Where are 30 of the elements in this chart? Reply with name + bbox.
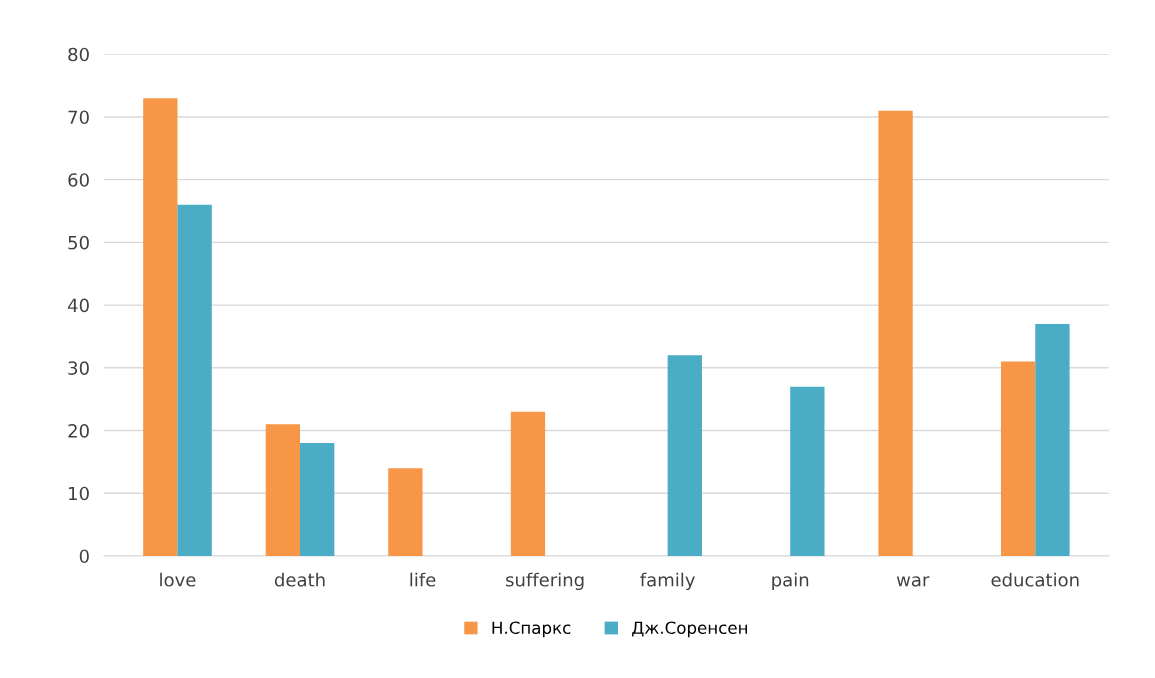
y-tick-label: 80: [68, 47, 89, 62]
y-tick-label: 0: [79, 549, 89, 564]
bar: [177, 204, 212, 556]
x-tick-label: life: [410, 572, 436, 587]
bar: [510, 411, 546, 556]
x-tick-label: love: [160, 572, 196, 587]
y-tick-label: 30: [68, 361, 89, 375]
x-tick-label: education: [991, 572, 1079, 587]
bar: [1000, 361, 1036, 556]
x-tick-label: family: [640, 572, 695, 591]
y-tick-label: 20: [68, 423, 89, 438]
bar: [790, 386, 825, 556]
y-tick-label: 60: [68, 173, 89, 187]
y-tick-label: 10: [69, 486, 89, 501]
x-tick-label: war: [896, 576, 930, 587]
x-tick-label: death: [274, 572, 325, 587]
bar: [667, 355, 702, 556]
x-tick-label: suffering: [506, 572, 584, 591]
bar: [878, 110, 913, 556]
legend-label: Дж.Соренсен: [632, 621, 747, 638]
legend-label: Н.Спаркс: [492, 621, 571, 638]
y-tick-label: 40: [67, 298, 89, 313]
bar: [265, 424, 301, 556]
bar: [388, 468, 423, 556]
y-tick-label: 50: [68, 235, 89, 250]
bar: [1035, 323, 1070, 556]
bar: [300, 443, 335, 556]
x-tick-label: pain: [772, 572, 809, 591]
bar: [143, 98, 178, 556]
y-tick-label: 70: [68, 110, 89, 125]
